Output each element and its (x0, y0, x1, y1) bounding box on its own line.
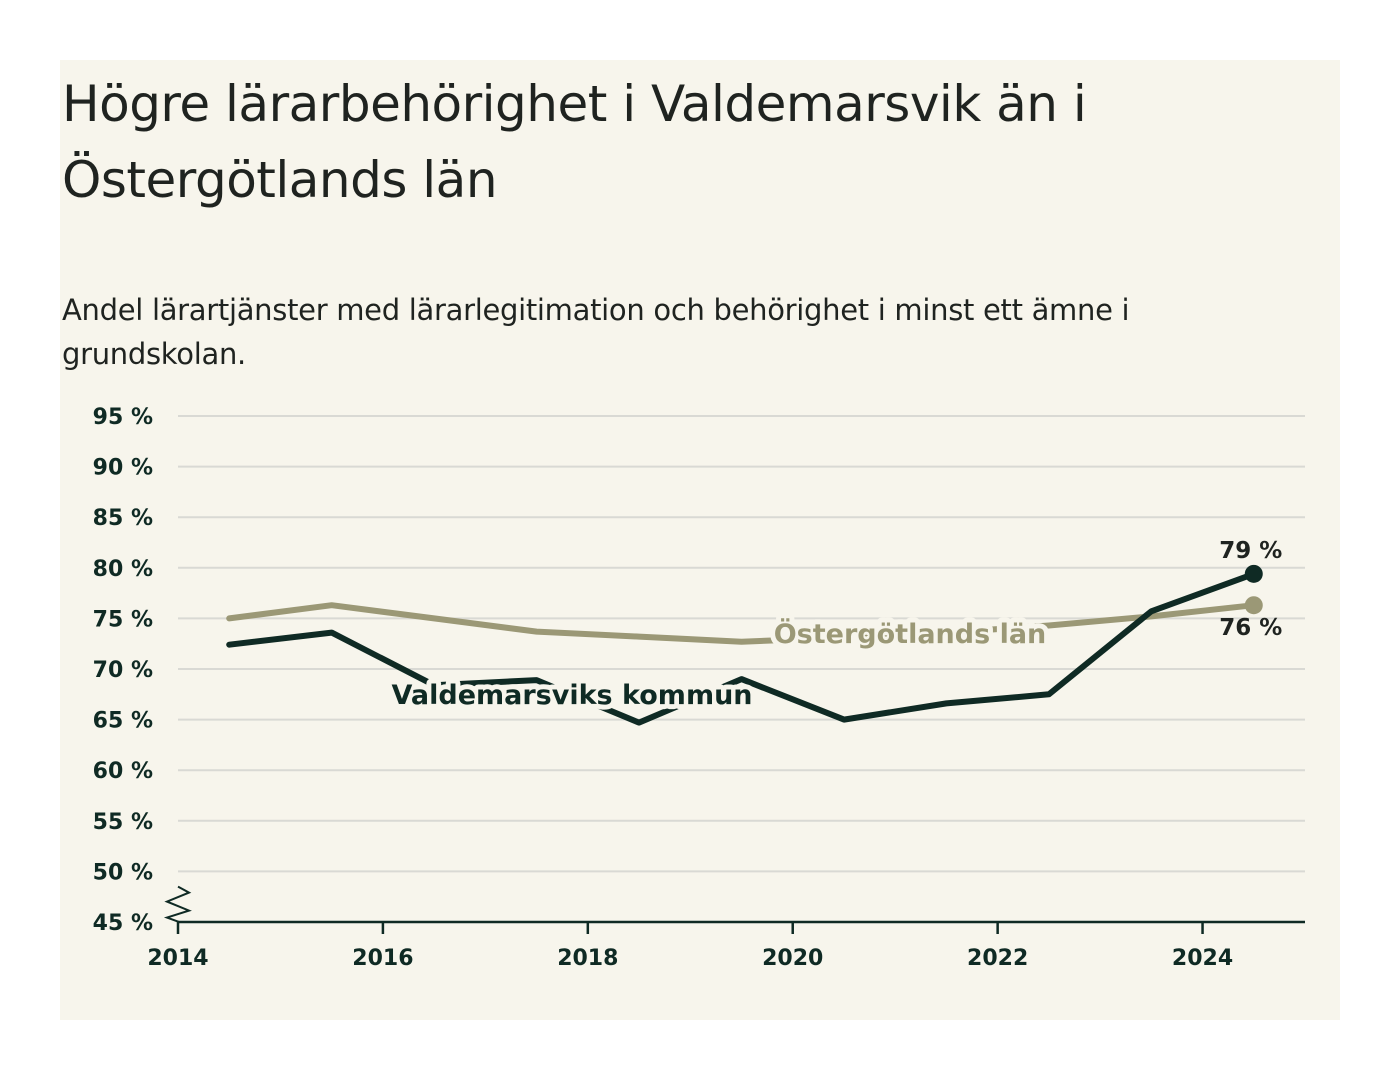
x-tick-label: 2014 (147, 946, 208, 971)
x-tick-label: 2016 (352, 946, 413, 971)
x-tick-label: 2018 (557, 946, 618, 971)
y-tick-label: 60 % (93, 759, 153, 784)
gridlines (178, 415, 1305, 873)
axis-break-icon (163, 885, 192, 923)
chart-card (60, 60, 1340, 1020)
y-tick-label: 95 % (93, 405, 153, 430)
chart-title: Högre lärarbehörighet i Valdemarsvik än … (62, 75, 1087, 209)
y-tick-label: 90 % (93, 456, 153, 481)
y-axis-ticks: 95 % 90 % 85 % 80 % 75 % 70 % 65 % 60 % 55 % 50 %… (93, 405, 153, 936)
series-label-ostergotland: Östergötlands län (774, 617, 1047, 650)
y-tick-label: 65 % (93, 709, 153, 734)
y-tick-label: 85 % (93, 506, 153, 531)
chart-subtitle: Andel lärartjänster med lärarlegitimatio… (62, 293, 1130, 371)
y-tick-label: 75 % (93, 607, 153, 632)
series-labels: Östergötlands län Valdemarsviks kommun 79 … (386, 538, 1282, 716)
series-lines (226, 564, 1263, 726)
x-tick-label: 2020 (762, 946, 823, 971)
y-tick-label: 80 % (93, 557, 153, 582)
y-tick-label: 55 % (93, 810, 153, 835)
series-line-1 (226, 570, 1257, 726)
y-tick-label: 50 % (93, 860, 153, 885)
y-tick-label: 45 % (93, 911, 153, 936)
series-line-0 (226, 602, 1257, 645)
series-end-point-1 (1244, 564, 1263, 583)
series-end-point-0 (1244, 596, 1263, 615)
y-tick-label: 70 % (93, 658, 153, 683)
series-label-valdemarsvik: Valdemarsviks kommun (391, 680, 752, 711)
x-tick-label: 2022 (967, 946, 1028, 971)
end-value-label-valdemarsvik: 79 % (1219, 538, 1282, 564)
end-value-label-ostergotland: 76 % (1219, 615, 1282, 641)
x-tick-label: 2024 (1172, 946, 1233, 971)
x-axis: 2014 2016 2018 2020 2022 2024 (147, 885, 1305, 971)
